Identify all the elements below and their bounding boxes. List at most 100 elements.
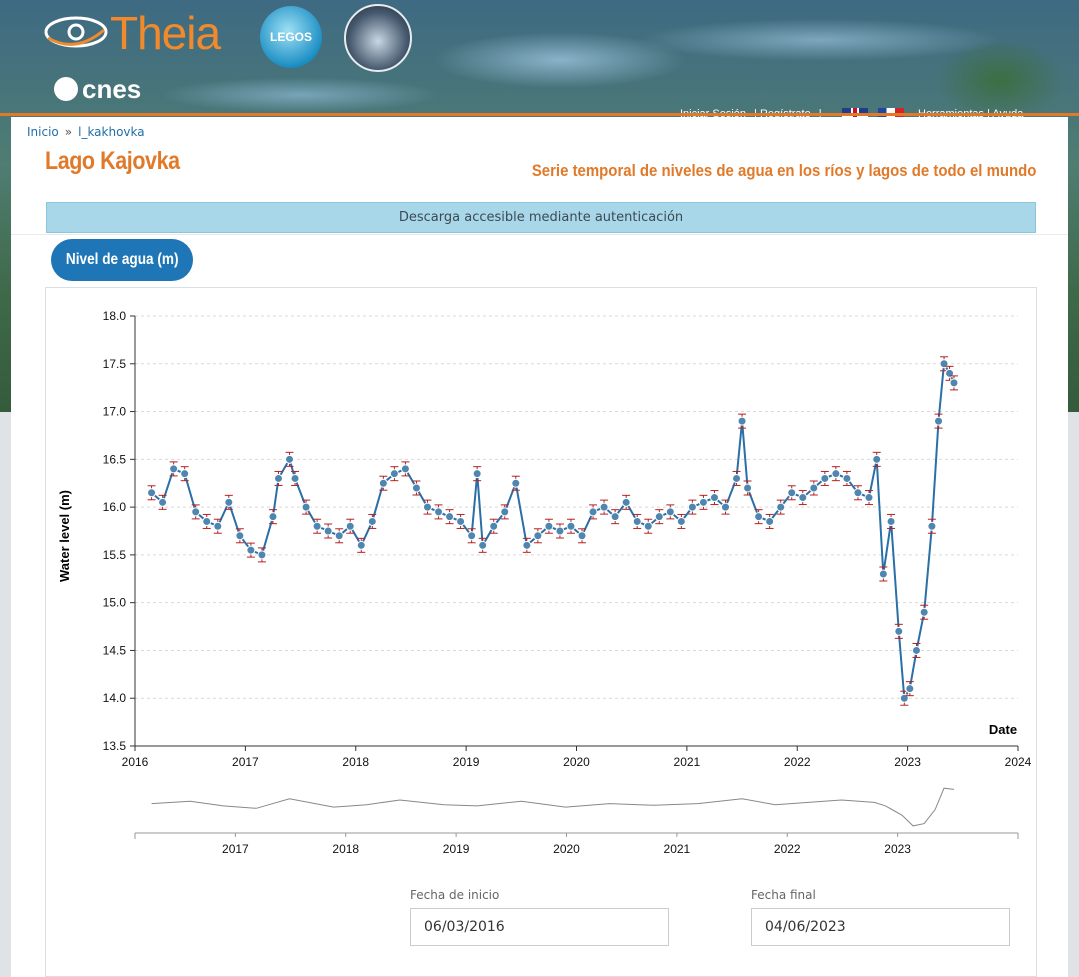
data-point (934, 416, 944, 426)
breadcrumb-separator: » (64, 125, 73, 139)
breadcrumb-home[interactable]: Inicio (27, 125, 59, 139)
data-point (610, 512, 620, 522)
data-point (555, 526, 565, 536)
data-point (235, 531, 245, 541)
data-point (434, 507, 444, 517)
data-point (522, 540, 532, 550)
series-line (150, 360, 955, 702)
legos-logo[interactable]: LEGOS (260, 6, 322, 68)
x-axis-label: Date (989, 722, 1017, 737)
data-point (927, 521, 937, 531)
page-subtitle: Serie temporal de niveles de agua en los… (531, 161, 1036, 180)
data-point (820, 473, 830, 483)
data-point (472, 469, 482, 479)
data-point (872, 454, 882, 464)
data-point (345, 521, 355, 531)
tab-water-level-label: Nivel de agua (m) (65, 251, 179, 268)
data-point (737, 416, 747, 426)
data-point (949, 378, 959, 388)
x-tick-label: 2022 (784, 755, 811, 769)
data-point (853, 488, 863, 498)
data-point (489, 521, 499, 531)
data-point (643, 521, 653, 531)
x-tick-label: 2019 (453, 755, 480, 769)
theia-logo-text: Theia (110, 7, 221, 59)
data-point (676, 516, 686, 526)
hydroweb-logo[interactable] (344, 4, 412, 72)
tab-water-level[interactable]: Nivel de agua (m) (51, 239, 193, 281)
breadcrumb-current[interactable]: l_kakhovka (78, 125, 145, 139)
navigator-tick-label: 2021 (664, 842, 691, 856)
x-tick-label: 2016 (122, 755, 149, 769)
data-point (456, 516, 466, 526)
data-point (268, 512, 278, 522)
data-point (939, 359, 949, 369)
data-point (798, 493, 808, 503)
data-point (180, 469, 190, 479)
data-point (213, 521, 223, 531)
data-point (301, 502, 311, 512)
data-point (878, 569, 888, 579)
data-point (599, 502, 609, 512)
y-tick-label: 16.0 (103, 500, 127, 514)
data-point (273, 473, 283, 483)
y-tick-label: 14.5 (103, 643, 127, 657)
data-point (389, 469, 399, 479)
x-tick-label: 2023 (894, 755, 921, 769)
water-level-chart[interactable]: 13.5 14.0 14.5 15.0 15.5 16.0 16.5 17.0 17.5 18.0… (46, 288, 1036, 976)
chart-container: 13.5 14.0 14.5 15.0 15.5 16.0 16.5 17.0 17.5 18.0… (45, 287, 1037, 977)
data-point (886, 516, 896, 526)
navigator-tick-label: 2017 (222, 842, 249, 856)
data-point (312, 521, 322, 531)
y-tick-label: 16.5 (103, 452, 127, 466)
data-point (588, 507, 598, 517)
data-point (566, 521, 576, 531)
x-tick-label: 2024 (1005, 755, 1032, 769)
data-point (400, 464, 410, 474)
data-point (323, 526, 333, 536)
data-point (864, 493, 874, 503)
data-point (721, 502, 731, 512)
navigator-tick-label: 2023 (884, 842, 911, 856)
data-point (787, 488, 797, 498)
x-tick-label: 2018 (342, 755, 369, 769)
data-point (378, 478, 388, 488)
y-axis-label: Water level (m) (57, 490, 72, 582)
data-point (511, 478, 521, 488)
y-tick-label: 18.0 (103, 309, 127, 323)
y-tick-label: 17.5 (103, 357, 127, 371)
data-point (257, 550, 267, 560)
data-point (831, 469, 841, 479)
data-point (544, 521, 554, 531)
data-point (665, 507, 675, 517)
data-point (411, 483, 421, 493)
main-panel: Inicio » l_kakhovka Lago Kajovka Serie tem… (11, 117, 1068, 977)
y-tick-label: 13.5 (103, 739, 127, 753)
data-point (654, 512, 664, 522)
y-tick-label: 17.0 (103, 405, 127, 419)
data-point (809, 483, 819, 493)
data-point (687, 502, 697, 512)
data-point (478, 540, 488, 550)
start-date-input[interactable]: 06/03/2016 (410, 908, 669, 946)
page-title: Lago Kajovka (45, 147, 180, 175)
x-tick-label: 2021 (674, 755, 701, 769)
x-tick-label: 2017 (232, 755, 259, 769)
navigator-tick-label: 2018 (332, 842, 359, 856)
end-date-input[interactable]: 04/06/2023 (751, 908, 1010, 946)
navigator-tick-label: 2019 (443, 842, 470, 856)
data-point (169, 464, 179, 474)
data-point (147, 488, 157, 498)
data-point (945, 368, 955, 378)
data-point (467, 531, 477, 541)
download-notice: Descarga accesible mediante autenticació… (46, 202, 1036, 233)
data-point (246, 545, 256, 555)
data-point (224, 497, 234, 507)
data-point (743, 483, 753, 493)
navigator-tick-label: 2022 (774, 842, 801, 856)
data-point (621, 497, 631, 507)
data-point (202, 516, 212, 526)
cnes-logo[interactable]: cnes (54, 74, 141, 105)
data-point (899, 693, 909, 703)
data-point (533, 531, 543, 541)
